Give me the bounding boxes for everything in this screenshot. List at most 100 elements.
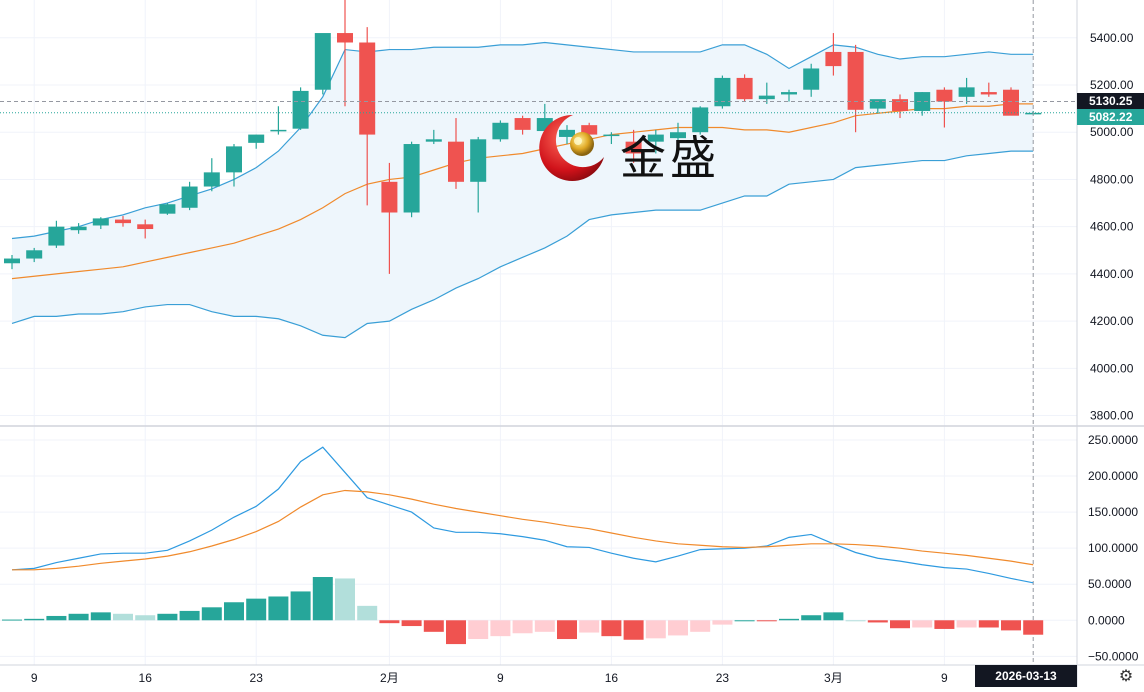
bollinger-bands xyxy=(11,41,1034,339)
macd-histogram-bar xyxy=(579,620,600,633)
macd-histogram-bar xyxy=(335,578,355,621)
time-tick-label: 9 xyxy=(497,671,504,685)
last-price-tag: 5130.25 xyxy=(1077,93,1144,110)
candle-body xyxy=(958,87,975,97)
candle-body xyxy=(692,107,709,133)
time-tick-label: 2月 xyxy=(380,671,399,685)
time-tick-label: 9 xyxy=(941,671,948,685)
candle-body xyxy=(470,139,487,182)
gear-icon[interactable]: ⚙ xyxy=(1118,668,1134,685)
macd-histogram-bar xyxy=(801,615,822,621)
candle-body xyxy=(337,33,353,43)
time-tick-label: 23 xyxy=(716,671,730,685)
candle-body xyxy=(92,218,109,226)
bollinger-middle-line xyxy=(11,103,1034,280)
macd-histogram-bar xyxy=(557,620,577,640)
time-tick-label: 16 xyxy=(139,671,153,685)
candle-body xyxy=(4,258,20,264)
macd-histogram-bar xyxy=(623,620,644,640)
macd-histogram-bar xyxy=(379,620,400,624)
candle-body xyxy=(292,90,309,129)
price-tick-label: 4000.00 xyxy=(1090,361,1134,375)
macd-histogram-bar xyxy=(890,620,910,629)
price-tick-label: 5000.00 xyxy=(1090,125,1134,139)
macd-histogram-bar xyxy=(90,612,111,621)
price-tick-label: 4400.00 xyxy=(1090,267,1134,281)
macd-histogram-bar xyxy=(268,596,289,621)
macd-tick-label: −50.0000 xyxy=(1088,649,1139,663)
macd-histogram-bar xyxy=(912,620,933,628)
macd-histogram-bar xyxy=(712,620,733,625)
price-tick-label: 5400.00 xyxy=(1090,31,1134,45)
macd-histogram-bar xyxy=(179,610,200,621)
axes: 3800.00 4000.00 4200.00 4400.00 4600.00 4800.… xyxy=(31,31,1139,685)
candle-body xyxy=(381,181,398,213)
candle-body xyxy=(714,77,731,107)
price-tick-label: 4600.00 xyxy=(1090,220,1134,234)
time-tick-label: 16 xyxy=(605,671,619,685)
macd-histogram-bar xyxy=(823,612,844,621)
macd-tick-label: 200.0000 xyxy=(1088,469,1138,483)
crosshair-date-badge: 2026-03-13 xyxy=(975,665,1077,687)
macd-histogram-bar xyxy=(734,620,755,622)
macd-histogram-bar xyxy=(779,618,799,621)
macd-histogram-bar xyxy=(756,620,777,622)
macd-histogram-bar xyxy=(468,620,489,640)
macd-histogram-bar xyxy=(934,620,955,629)
macd-histogram-bar xyxy=(290,591,311,621)
macd-histogram-bar xyxy=(867,620,888,623)
candle-body xyxy=(936,89,953,102)
macd-histogram-bar xyxy=(2,619,22,621)
current-price-tag: 5082.22 xyxy=(1077,108,1144,125)
macd-line xyxy=(11,446,1034,584)
price-tick-label: 4800.00 xyxy=(1090,172,1134,186)
price-tick-label: 5200.00 xyxy=(1090,78,1134,92)
candle-body xyxy=(892,99,908,111)
candle-body xyxy=(781,92,797,95)
macd-histogram-bar xyxy=(312,577,333,621)
candle-body xyxy=(448,141,464,182)
macd-histogram-bar xyxy=(534,620,555,632)
candle-body xyxy=(492,122,509,140)
candle-body xyxy=(26,250,43,259)
candle-body xyxy=(70,226,87,231)
macd-histogram-bar xyxy=(845,620,866,622)
price-tick-label: 4200.00 xyxy=(1090,314,1134,328)
bollinger-lower-line xyxy=(11,150,1034,339)
macd-histogram-bar xyxy=(423,620,444,632)
candle-body xyxy=(670,132,686,139)
macd-tick-label: 250.0000 xyxy=(1088,433,1138,447)
bollinger-fill xyxy=(12,42,1034,338)
macd-histogram-bar xyxy=(668,620,688,636)
logo xyxy=(538,113,608,183)
macd-tick-label: 50.0000 xyxy=(1088,577,1132,591)
macd-histogram-bar xyxy=(978,620,999,628)
macd-histogram-bar xyxy=(446,620,466,645)
macd-panel xyxy=(2,446,1044,645)
macd-histogram-bar xyxy=(46,615,67,621)
candle-body xyxy=(48,226,65,246)
candle-body xyxy=(1003,89,1019,116)
macd-histogram-bar xyxy=(201,607,222,621)
candle-body xyxy=(137,224,154,230)
candle-body xyxy=(425,139,442,142)
candle-body xyxy=(403,144,420,213)
candle-body xyxy=(758,95,775,100)
macd-histogram-bar xyxy=(113,613,133,621)
candle-body xyxy=(625,141,642,154)
candle-body xyxy=(803,68,820,90)
macd-histogram-bar xyxy=(645,620,666,639)
candle-body xyxy=(869,99,886,109)
candle-body xyxy=(736,77,753,100)
candle-body xyxy=(270,129,287,132)
candle-body xyxy=(314,33,331,90)
macd-histogram-bar xyxy=(490,620,511,637)
candle-body xyxy=(203,172,220,187)
macd-histogram-bar xyxy=(690,620,711,632)
candle-body xyxy=(159,204,176,214)
macd-tick-label: 100.0000 xyxy=(1088,541,1138,555)
macd-histogram-bar xyxy=(24,618,45,621)
candle-body xyxy=(825,51,842,67)
